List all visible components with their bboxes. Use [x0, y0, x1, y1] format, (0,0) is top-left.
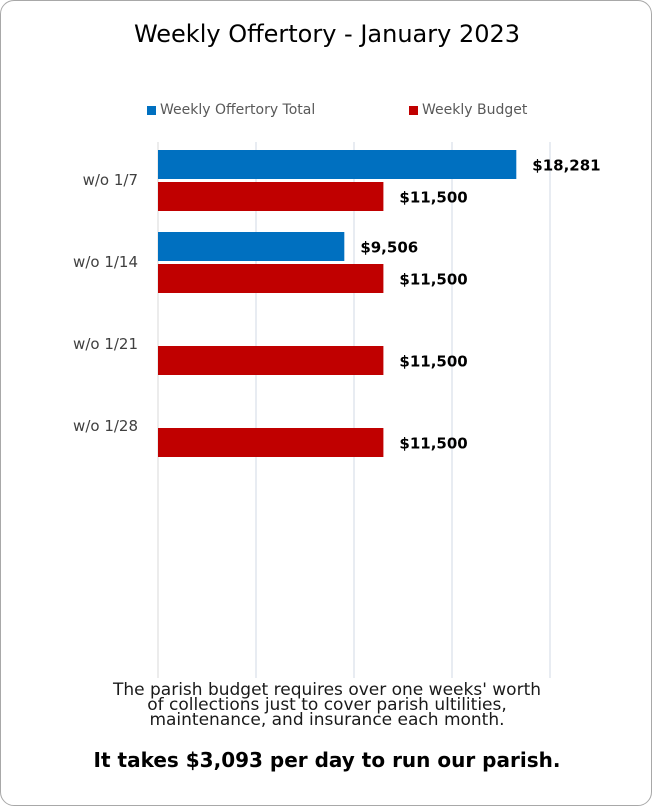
- category-label: w/o 1/14: [73, 253, 138, 271]
- bar-offertory: [158, 232, 344, 261]
- category-label: w/o 1/7: [83, 171, 138, 189]
- category-label: w/o 1/21: [73, 335, 138, 353]
- bar-budget: [158, 428, 383, 457]
- bar-budget: [158, 182, 383, 211]
- daily-cost-headline: It takes $3,093 per day to run our paris…: [0, 748, 654, 772]
- data-label: $9,506: [360, 239, 418, 257]
- data-label: $11,500: [399, 353, 467, 371]
- bar-budget: [158, 264, 383, 293]
- data-label: $11,500: [399, 271, 467, 289]
- budget-note: The parish budget requires over one week…: [0, 683, 654, 728]
- data-label: $18,281: [532, 157, 600, 175]
- data-label: $11,500: [399, 435, 467, 453]
- note-line-3: maintenance, and insurance each month.: [0, 713, 654, 728]
- category-label: w/o 1/28: [73, 417, 138, 435]
- data-label: $11,500: [399, 189, 467, 207]
- bar-budget: [158, 346, 383, 375]
- bar-offertory: [158, 150, 516, 179]
